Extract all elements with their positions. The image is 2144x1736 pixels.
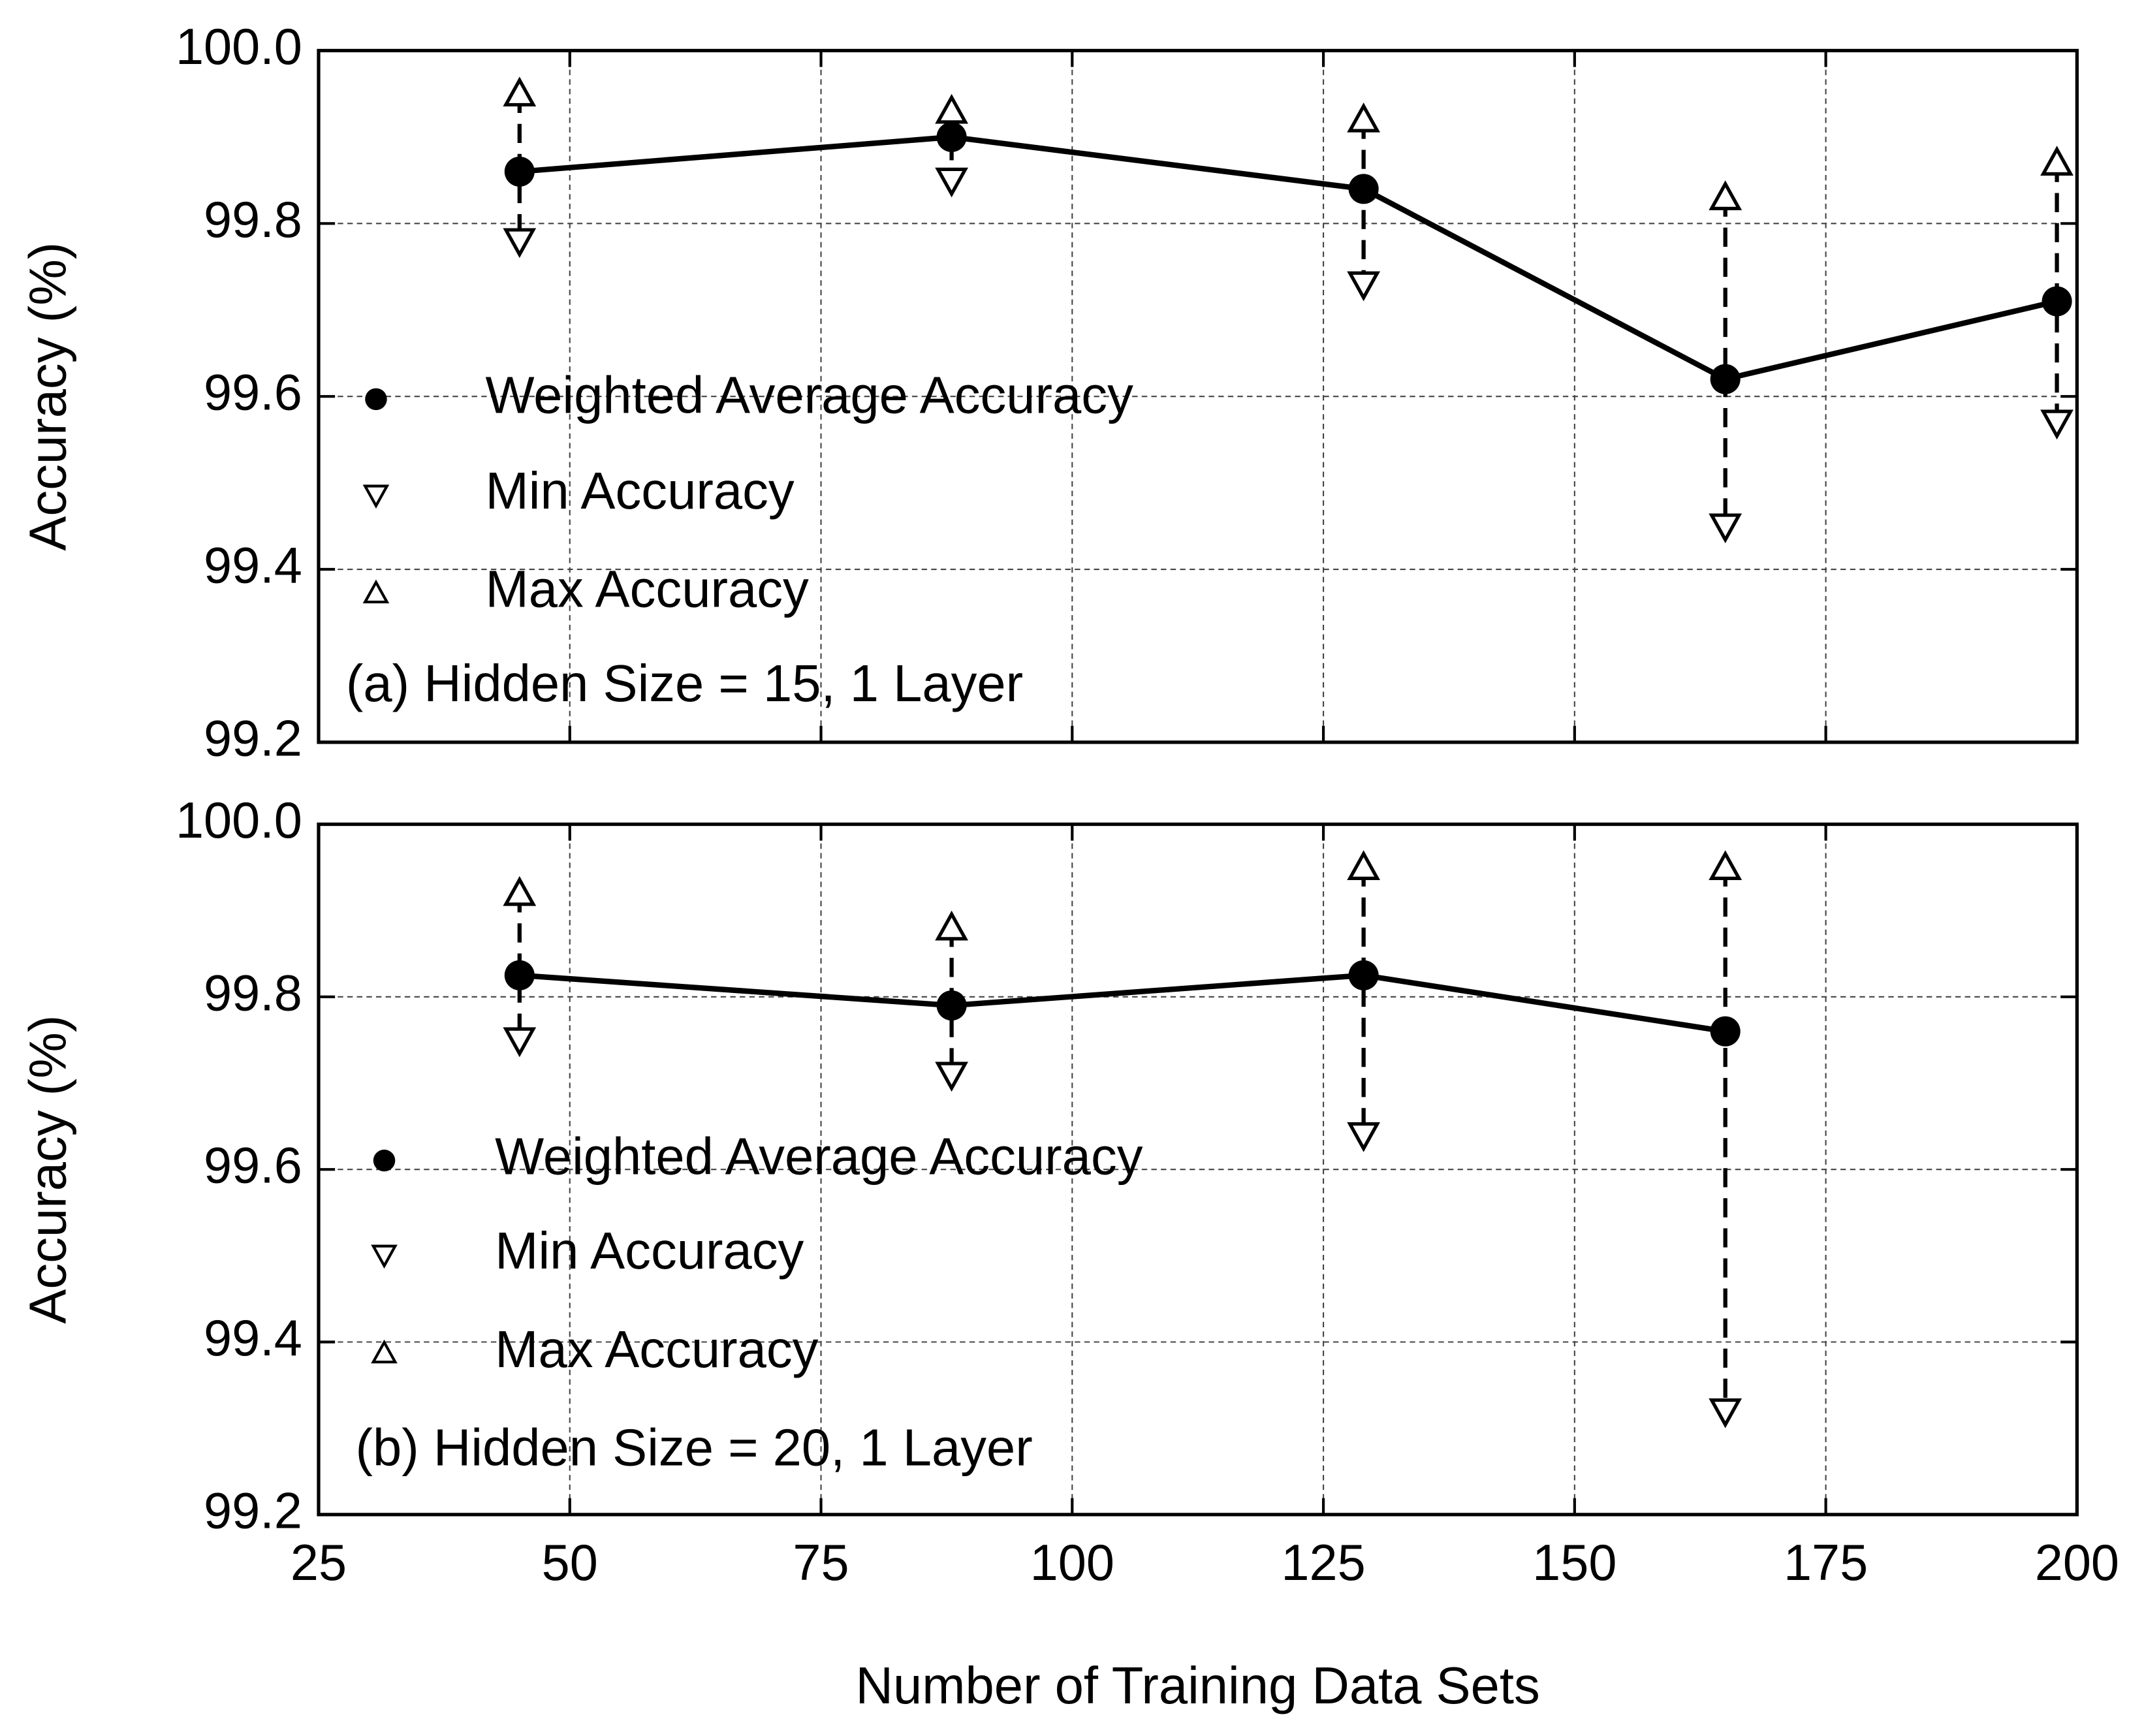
max-marker [935, 93, 969, 124]
y-axis-label: Accuracy (%) [19, 1015, 77, 1324]
min-marker [503, 1027, 537, 1058]
average-marker [504, 960, 535, 990]
average-marker [936, 990, 967, 1021]
min-marker [2040, 409, 2073, 440]
average-marker [1348, 174, 1379, 204]
x-axis-label: Number of Training Data Sets [856, 1656, 1540, 1714]
average-marker [504, 156, 535, 187]
max-marker [2040, 146, 2073, 176]
average-marker [2042, 286, 2072, 317]
max-marker [1347, 850, 1381, 880]
y-tick-label: 100.0 [176, 793, 302, 849]
legend-label: Min Accuracy [486, 462, 795, 520]
plot-frame [317, 48, 2079, 744]
min-marker [935, 167, 969, 198]
y-tick-label: 99.4 [204, 538, 302, 594]
x-tick-label: 200 [2035, 1535, 2119, 1591]
x-tick-label: 50 [542, 1535, 598, 1591]
legend-marker [362, 484, 390, 509]
legend-label: Weighted Average Accuracy [495, 1128, 1143, 1186]
y-tick-label: 99.4 [204, 1310, 302, 1366]
y-tick-label: 99.2 [204, 710, 302, 766]
y-tick-label: 100.0 [176, 19, 302, 75]
y-tick-label: 99.8 [204, 965, 302, 1021]
legend-marker [362, 579, 390, 604]
x-tick-label: 100 [1030, 1535, 1114, 1591]
x-tick-label: 125 [1281, 1535, 1365, 1591]
min-marker [1347, 271, 1381, 302]
legend-label: Max Accuracy [486, 560, 810, 618]
average-marker [1710, 364, 1741, 394]
y-axis-label: Accuracy (%) [19, 242, 77, 551]
max-marker [935, 910, 969, 941]
min-marker [1347, 1122, 1381, 1152]
min-marker [503, 228, 537, 259]
legend-marker [373, 1149, 396, 1172]
max-marker [1709, 180, 1742, 210]
legend-label: Min Accuracy [495, 1222, 804, 1280]
legend-marker [371, 1244, 398, 1269]
average-line [519, 972, 1726, 1034]
average-marker [1710, 1016, 1741, 1047]
legend-marker [371, 1339, 398, 1364]
x-tick-label: 150 [1532, 1535, 1616, 1591]
average-marker [936, 121, 967, 152]
y-tick-label: 99.6 [204, 1138, 302, 1194]
x-tick-label: 25 [291, 1535, 347, 1591]
panel: 99.2 99.4 99.6 99.8 100.0 Weighted Average Ac… [19, 19, 2079, 766]
plot-frame [317, 822, 2079, 1517]
max-marker [503, 876, 537, 906]
panel-annotation: (a) Hidden Size = 15, 1 Layer [346, 654, 1023, 712]
min-marker [1709, 1398, 1742, 1428]
max-marker [503, 76, 537, 107]
legend-label: Weighted Average Accuracy [486, 366, 1134, 424]
y-tick-label: 99.8 [204, 192, 302, 248]
min-marker [1709, 513, 1742, 544]
min-marker [935, 1062, 969, 1092]
legend-marker [365, 388, 387, 411]
average-marker [1348, 960, 1379, 990]
max-marker [1347, 103, 1381, 133]
y-tick-label: 99.2 [204, 1483, 302, 1539]
y-tick-label: 99.6 [204, 365, 302, 421]
panel-annotation: (b) Hidden Size = 20, 1 Layer [356, 1419, 1033, 1477]
x-tick-label: 75 [793, 1535, 849, 1591]
legend-label: Max Accuracy [495, 1320, 819, 1378]
max-marker [1709, 850, 1742, 880]
x-tick-label: 175 [1784, 1535, 1868, 1591]
panel: 99.2 99.4 99.6 99.8 100.0 25 50 75 100 125 150 175 2… [19, 793, 2119, 1714]
